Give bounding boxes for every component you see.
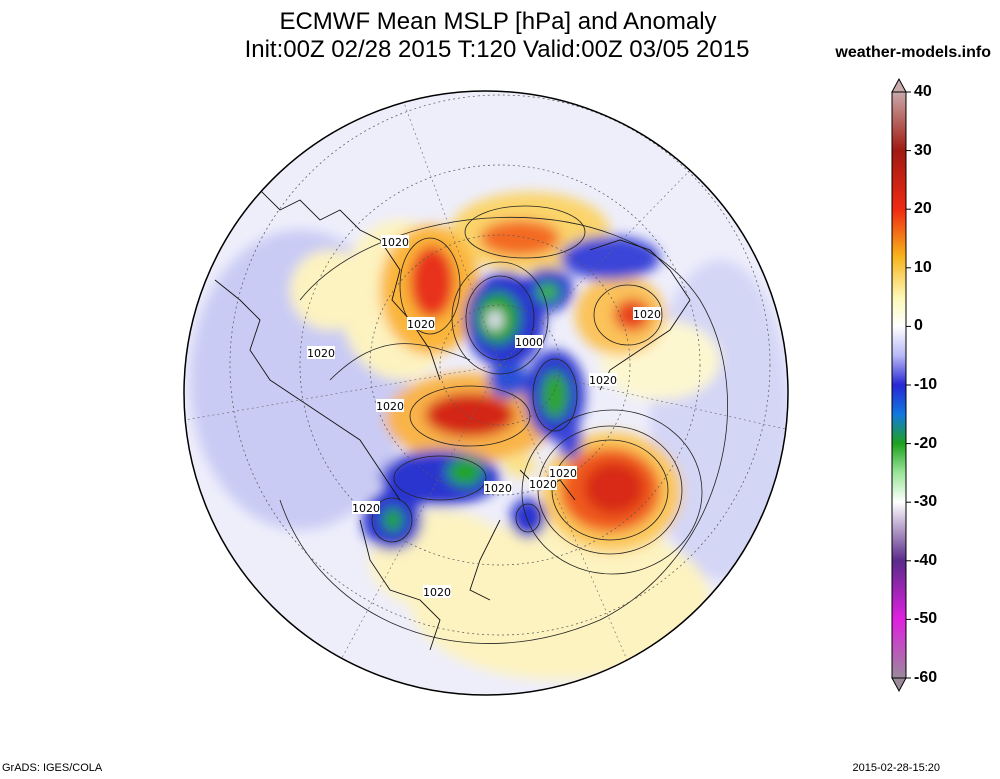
colorbar-tick-label: -60 (914, 669, 938, 686)
footer-credit: GrADS: IGES/COLA (2, 762, 103, 774)
svg-text:1020: 1020 (633, 308, 661, 321)
colorbar-tick-label: -20 (914, 434, 938, 452)
colorbar-bar (891, 91, 907, 679)
colorbar-bottom-arrow (891, 677, 907, 693)
contour-label: 1020 (633, 307, 661, 321)
contour-label: 1020 (407, 317, 435, 331)
svg-text:1020: 1020 (407, 318, 435, 331)
colorbar (891, 77, 911, 693)
colorbar-tick-label: -10 (914, 376, 938, 393)
map-border (183, 90, 789, 696)
svg-text:1020: 1020 (484, 482, 512, 495)
svg-text:1020: 1020 (376, 400, 404, 413)
contour-label: 1020 (307, 346, 335, 360)
meridians (184, 91, 788, 691)
colorbar-tick-label: 10 (914, 258, 932, 276)
svg-text:1020: 1020 (307, 347, 335, 360)
colorbar-tick-label: -40 (914, 551, 938, 569)
footer-timestamp: 2015-02-28-15:20 (852, 762, 940, 774)
svg-text:1020: 1020 (352, 502, 380, 515)
contour-label: 1020 (589, 373, 617, 387)
svg-text:1020: 1020 (589, 374, 617, 387)
colorbar-ticks (906, 91, 911, 679)
latitude-circles (229, 94, 771, 636)
colorbar-tick-label: 0 (914, 317, 923, 335)
contour-label: 1020 (423, 585, 451, 599)
svg-text:1020: 1020 (549, 467, 577, 480)
svg-text:1020: 1020 (529, 478, 557, 491)
colorbar-tick-label: 20 (914, 200, 932, 218)
contour-label: 1020 (529, 477, 557, 491)
colorbar-top-arrow (891, 77, 907, 93)
contour-label: 1020 (376, 399, 404, 413)
colorbar-tick-label: 40 (914, 83, 932, 100)
contour-label: 1000 (515, 335, 543, 349)
chart-title: ECMWF Mean MSLP [hPa] and Anomaly (279, 8, 717, 35)
source-label: weather-models.info (835, 44, 991, 61)
isobar-contours (279, 205, 728, 644)
svg-text:1020: 1020 (423, 586, 451, 599)
contour-label: 1020 (484, 481, 512, 495)
svg-text:1020: 1020 (381, 236, 409, 249)
colorbar-tick-label: -30 (914, 493, 938, 511)
contour-label: 1020 (352, 501, 380, 515)
map-field (184, 91, 788, 695)
colorbar-tick-label: -50 (914, 610, 938, 628)
contour-label: 1020 (549, 466, 577, 480)
svg-text:1000: 1000 (515, 336, 543, 349)
chart-subtitle: Init:00Z 02/28 2015 T:120 Valid:00Z 03/0… (244, 36, 750, 63)
contour-label: 1020 (381, 235, 409, 249)
contour-labels: 1020102010201020100010201020102010201020… (307, 235, 661, 599)
colorbar-tick-label: 30 (914, 141, 932, 159)
